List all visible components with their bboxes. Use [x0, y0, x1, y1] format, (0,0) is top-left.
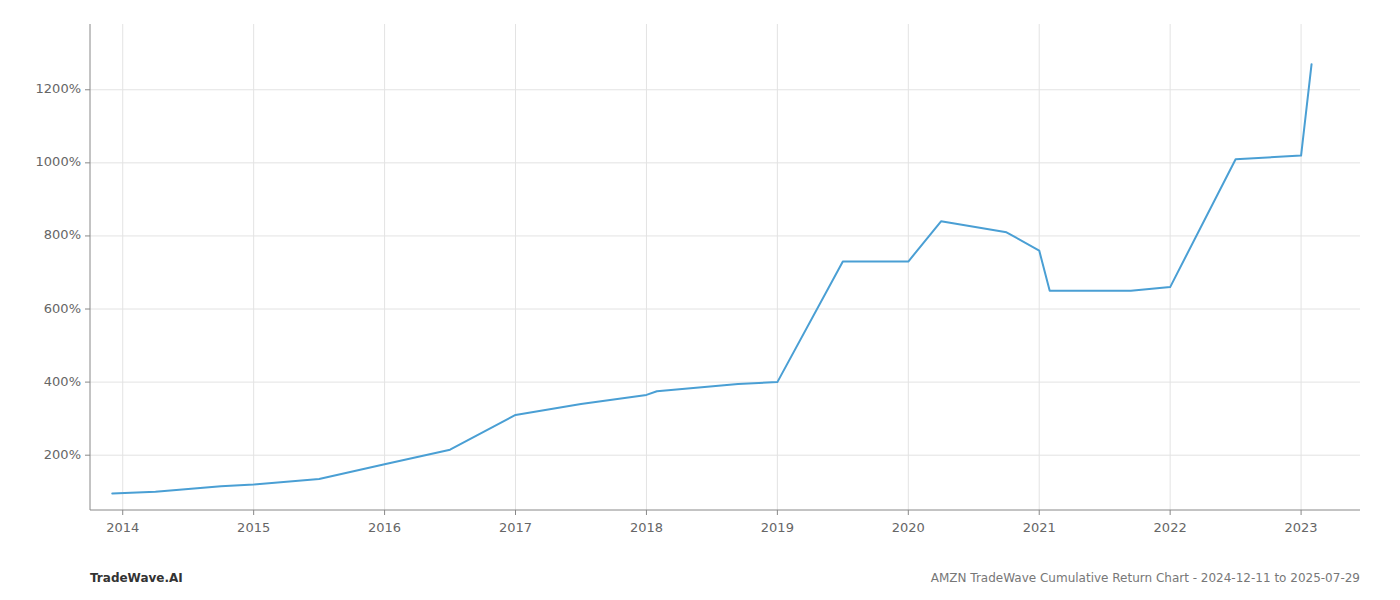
y-grid-line	[90, 162, 1360, 163]
x-tick	[908, 510, 909, 515]
y-grid-line	[90, 309, 1360, 310]
x-tick	[122, 510, 123, 515]
x-tick-label: 2014	[106, 520, 139, 535]
y-tick	[85, 382, 90, 383]
x-grid-line	[1170, 24, 1171, 510]
x-axis-line	[90, 510, 1360, 511]
x-tick-label: 2018	[630, 520, 663, 535]
x-tick	[777, 510, 778, 515]
y-tick	[85, 235, 90, 236]
x-tick	[253, 510, 254, 515]
background	[0, 0, 1400, 600]
y-grid-line	[90, 89, 1360, 90]
x-tick-label: 2023	[1285, 520, 1318, 535]
x-tick	[1301, 510, 1302, 515]
y-tick-label: 200%	[44, 447, 81, 462]
x-grid-line	[515, 24, 516, 510]
x-tick-label: 2016	[368, 520, 401, 535]
x-grid-line	[646, 24, 647, 510]
y-tick-label: 1200%	[36, 81, 81, 96]
y-tick	[85, 309, 90, 310]
x-grid-line	[908, 24, 909, 510]
chart-container: 200% 400% 600% 800% 1000% 1200% 2014 2015 2016 20…	[0, 0, 1400, 600]
grid	[90, 24, 1360, 510]
x-grid-line	[1039, 24, 1040, 510]
x-grid-line	[777, 24, 778, 510]
y-tick	[85, 455, 90, 456]
x-grid-line	[122, 24, 123, 510]
x-tick	[515, 510, 516, 515]
x-grid-line	[1301, 24, 1302, 510]
y-tick-label: 800%	[44, 227, 81, 242]
y-grid-line	[90, 455, 1360, 456]
y-tick-label: 400%	[44, 374, 81, 389]
y-tick	[85, 162, 90, 163]
axes: 200% 400% 600% 800% 1000% 1200% 2014 2015 2016 20…	[36, 24, 1360, 535]
x-tick	[384, 510, 385, 515]
footer-text: TradeWave.AI	[90, 571, 183, 585]
x-tick	[646, 510, 647, 515]
x-tick	[1170, 510, 1171, 515]
plot-area	[112, 64, 1311, 493]
chart-svg: 200% 400% 600% 800% 1000% 1200% 2014 2015 2016 20…	[0, 0, 1400, 600]
y-grid-line	[90, 382, 1360, 383]
y-axis-line	[90, 24, 91, 510]
x-tick-label: 2015	[237, 520, 270, 535]
y-tick-label: 1000%	[36, 154, 81, 169]
x-tick	[1039, 510, 1040, 515]
y-grid-line	[90, 235, 1360, 236]
footer-text: AMZN TradeWave Cumulative Return Chart -…	[931, 571, 1360, 585]
x-tick-label: 2021	[1023, 520, 1056, 535]
x-grid-line	[253, 24, 254, 510]
x-tick-label: 2017	[499, 520, 532, 535]
y-tick-label: 600%	[44, 301, 81, 316]
x-grid-line	[384, 24, 385, 510]
x-tick-label: 2019	[761, 520, 794, 535]
data-line	[112, 64, 1311, 493]
y-tick	[85, 89, 90, 90]
x-tick-label: 2022	[1154, 520, 1187, 535]
x-tick-label: 2020	[892, 520, 925, 535]
